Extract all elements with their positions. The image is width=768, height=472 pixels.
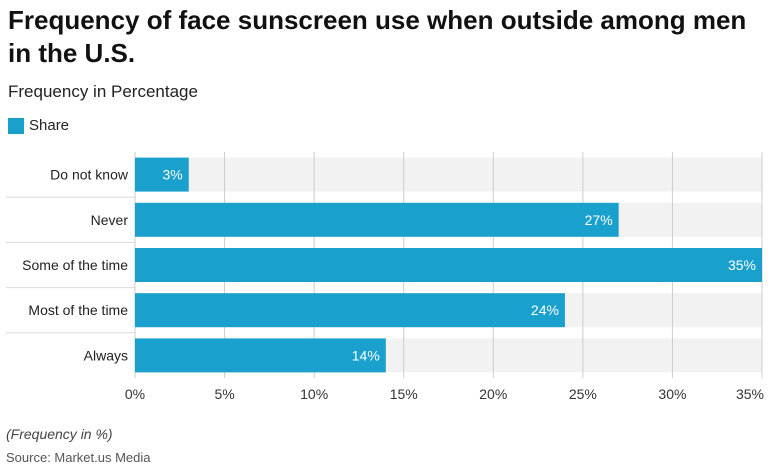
x-tick-label: 5% [214, 386, 234, 402]
chart-note: (Frequency in %) [6, 426, 113, 442]
bar [135, 202, 619, 237]
category-label: Do not know [50, 167, 129, 183]
data-label: 3% [163, 167, 183, 183]
legend-swatch [8, 117, 24, 134]
x-tick-label: 15% [390, 386, 418, 402]
bar [135, 338, 386, 373]
bar [135, 248, 762, 282]
source-credit: Source: Market.us Media [6, 450, 151, 465]
data-label: 35% [728, 257, 756, 273]
x-tick-label: 30% [658, 386, 686, 402]
chart-subtitle: Frequency in Percentage [8, 82, 198, 101]
data-label: 14% [352, 347, 380, 363]
x-tick-label: 35% [736, 386, 764, 402]
data-label: 24% [531, 302, 559, 318]
category-label: Most of the time [28, 302, 128, 318]
data-label: 27% [585, 212, 613, 228]
category-label: Some of the time [22, 257, 128, 273]
x-tick-label: 20% [479, 386, 507, 402]
category-label: Always [84, 347, 128, 363]
x-tick-label: 0% [125, 386, 145, 402]
legend-label: Share [29, 117, 70, 134]
bar [135, 157, 189, 192]
row-band [135, 157, 762, 192]
legend: Share [8, 117, 69, 134]
category-label: Never [91, 212, 129, 228]
bar [135, 293, 565, 328]
x-tick-label: 25% [569, 386, 597, 402]
chart-title: Frequency of face sunscreen use when out… [8, 5, 747, 68]
x-tick-label: 10% [300, 386, 328, 402]
